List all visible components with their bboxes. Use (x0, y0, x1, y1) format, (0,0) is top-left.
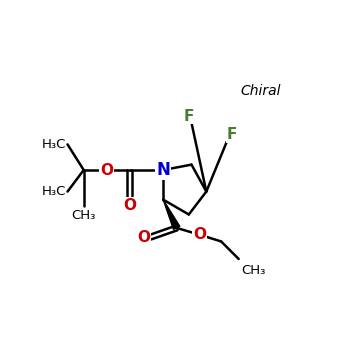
Text: H₃C: H₃C (42, 185, 66, 198)
Text: CH₃: CH₃ (241, 264, 266, 277)
Text: Chiral: Chiral (240, 84, 280, 98)
Text: O: O (100, 162, 113, 177)
Text: N: N (156, 161, 170, 179)
Text: O: O (137, 230, 150, 245)
Text: F: F (184, 108, 194, 124)
Polygon shape (163, 199, 180, 230)
Text: CH₃: CH₃ (71, 209, 96, 222)
Text: F: F (227, 127, 237, 142)
Text: O: O (193, 227, 206, 242)
Text: O: O (123, 197, 136, 212)
Text: H₃C: H₃C (42, 138, 66, 151)
